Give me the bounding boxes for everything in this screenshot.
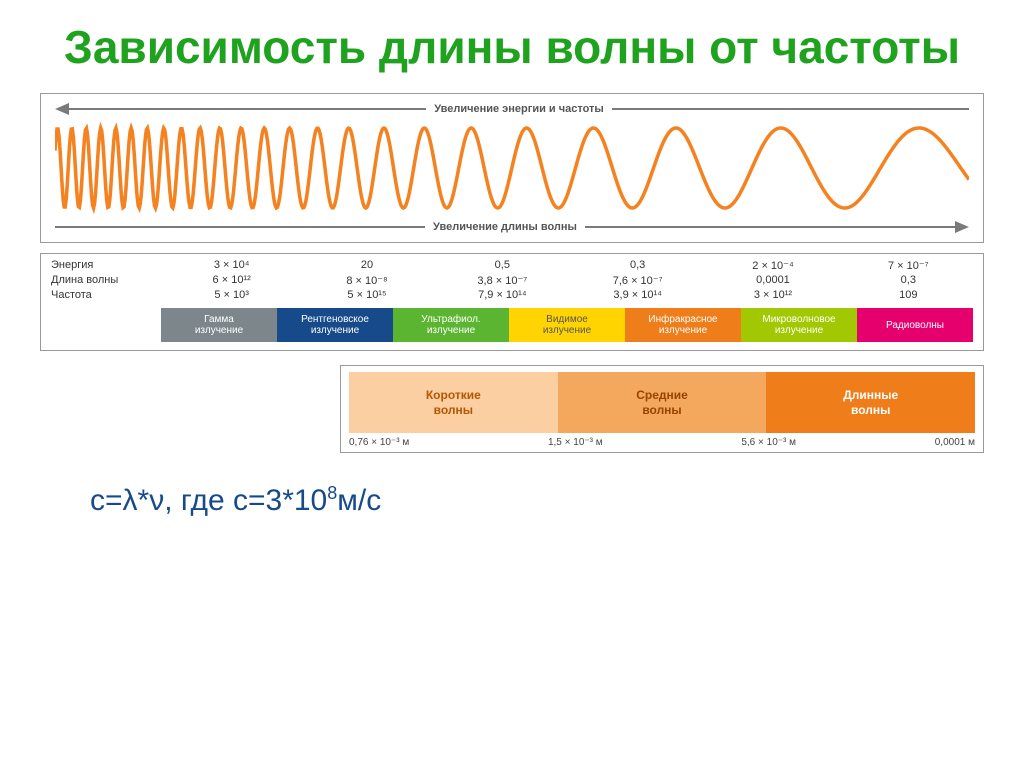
table-cell: 2 × 10⁻⁴ (708, 258, 837, 273)
radio-scale: 0,76 × 10⁻³ м 1,5 × 10⁻³ м 5,6 × 10⁻³ м 0,0… (349, 437, 975, 448)
table-cell: 3,8 × 10⁻⁷ (438, 273, 567, 288)
spectrum-band: Гамма излучение (161, 308, 277, 342)
top-arrow: Увеличение энергии и частоты (55, 100, 969, 118)
radio-band: Короткие волны (349, 372, 558, 433)
arrow-left-icon (55, 103, 69, 115)
formula: с=λ*ν, где с=3*108м/с (40, 483, 984, 518)
table-cell: 5 × 10¹⁵ (302, 288, 431, 302)
radio-band: Средние волны (558, 372, 767, 433)
table-cell: 3 × 10¹² (708, 288, 837, 302)
wave-diagram: Увеличение энергии и частоты Увеличение … (40, 93, 984, 243)
table-cell: 109 (844, 288, 973, 302)
table-cell: 7 × 10⁻⁷ (844, 258, 973, 273)
bottom-arrow-label: Увеличение длины волны (425, 221, 585, 233)
table-cell: 6 × 10¹² (167, 273, 296, 288)
table-cell: 0,3 (573, 258, 702, 273)
spectrum-band: Радиоволны (857, 308, 973, 342)
top-arrow-label: Увеличение энергии и частоты (426, 103, 612, 115)
table-cell: 0,3 (844, 273, 973, 288)
table-cell: 8 × 10⁻⁸ (302, 273, 431, 288)
radio-scale-tick: 0,0001 м (935, 437, 975, 448)
bottom-arrow: Увеличение длины волны (55, 218, 969, 236)
wave-curve (55, 118, 969, 218)
radio-scale-tick: 1,5 × 10⁻³ м (548, 437, 603, 448)
spectrum-band: Видимое излучение (509, 308, 625, 342)
table-cell: 3,9 × 10¹⁴ (573, 288, 702, 302)
table-row-label: Частота (51, 288, 161, 302)
spectrum-band: Микроволновое излучение (741, 308, 857, 342)
table-cell: 7,6 × 10⁻⁷ (573, 273, 702, 288)
table-cell: 3 × 10⁴ (167, 258, 296, 273)
table-cell: 20 (302, 258, 431, 273)
spectrum-band: Инфракрасное излучение (625, 308, 741, 342)
spectrum-band: Ультрафиол. излучение (393, 308, 509, 342)
table-row-label: Длина волны (51, 273, 161, 288)
spectrum-bar: Гамма излучениеРентгеновское излучениеУл… (161, 308, 973, 342)
table-cell: 7,9 × 10¹⁴ (438, 288, 567, 302)
table-cell: 0,5 (438, 258, 567, 273)
spectrum-data-table: Энергия 3 × 10⁴ 20 0,5 0,3 2 × 10⁻⁴ 7 × 10⁻⁷ Дл… (40, 253, 984, 351)
arrow-right-icon (955, 221, 969, 233)
radio-scale-tick: 5,6 × 10⁻³ м (741, 437, 796, 448)
radio-band: Длинные волны (766, 372, 975, 433)
spectrum-band: Рентгеновское излучение (277, 308, 393, 342)
radio-scale-tick: 0,76 × 10⁻³ м (349, 437, 409, 448)
table-cell: 0,0001 (708, 273, 837, 288)
page-title: Зависимость длины волны от частоты (40, 20, 984, 75)
table-cell: 5 × 10³ (167, 288, 296, 302)
table-row-label: Энергия (51, 258, 161, 273)
radio-bands-box: Короткие волныСредние волныДлинные волны… (340, 365, 984, 453)
